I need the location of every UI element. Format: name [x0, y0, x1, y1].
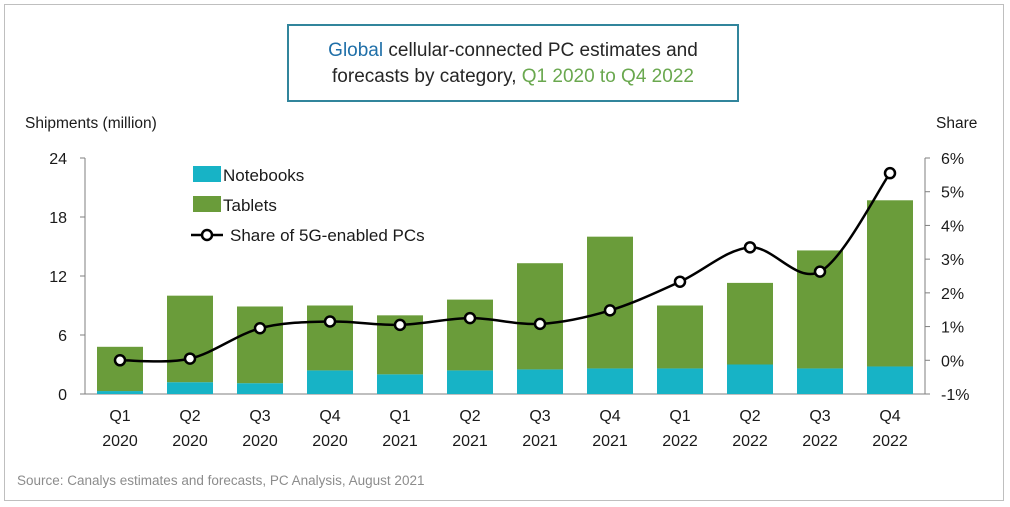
right-tick-label: 5%: [941, 185, 964, 202]
chart-title: Global cellular-connected PC estimates a…: [287, 24, 739, 102]
title-part-period: Q1 2020 to Q4 2022: [521, 66, 694, 87]
x-tick-label-year: 2022: [802, 433, 838, 450]
line-point-share-5g: [533, 317, 547, 331]
line-point-share-5g: [743, 241, 757, 254]
x-tick-label-year: 2021: [592, 433, 628, 450]
left-tick-label: 0: [58, 387, 67, 404]
x-tick-label-quarter: Q2: [739, 408, 760, 425]
x-tick-label-quarter: Q2: [459, 408, 480, 425]
legend-swatch-notebooks: [193, 166, 221, 182]
legend-label-tablets: Tablets: [223, 196, 277, 215]
bar-notebooks: [307, 370, 353, 394]
x-tick-label-year: 2021: [452, 433, 488, 450]
line-point-share-5g: [463, 311, 477, 325]
bar-tablets: [307, 305, 353, 371]
bar-tablets: [517, 263, 563, 370]
right-tick-label: 1%: [941, 320, 964, 337]
line-point-share-5g: [603, 304, 617, 317]
title-part-global: Global: [328, 40, 384, 61]
x-tick-label-year: 2020: [312, 433, 348, 450]
left-axis-title: Shipments (million): [25, 115, 157, 132]
bar-notebooks: [97, 391, 143, 394]
right-tick-label: 3%: [941, 252, 964, 269]
x-tick-label-quarter: Q1: [109, 408, 130, 425]
x-tick-label-year: 2021: [522, 433, 558, 450]
right-axis-title: Share: [936, 115, 978, 132]
bar-notebooks: [797, 368, 843, 394]
bar-notebooks: [657, 368, 703, 394]
bar-notebooks: [727, 364, 773, 394]
bar-tablets: [727, 282, 773, 365]
x-tick-label-year: 2020: [102, 433, 138, 450]
left-tick-label: 18: [49, 210, 67, 227]
title-part-estimates: cellular-connected PC estimates and: [383, 40, 698, 61]
x-tick-label-quarter: Q4: [599, 408, 620, 425]
right-tick-label: -1%: [941, 387, 969, 404]
line-point-share-5g: [883, 166, 897, 180]
bar-tablets: [97, 346, 143, 392]
left-tick-label: 12: [49, 269, 67, 286]
left-tick-label: 6: [58, 328, 67, 345]
bar-tablets: [587, 236, 633, 369]
x-tick-label-quarter: Q3: [809, 408, 830, 425]
bar-notebooks: [377, 374, 423, 394]
right-tick-label: 6%: [941, 151, 964, 168]
title-part-forecasts: forecasts by category,: [332, 66, 522, 87]
bar-notebooks: [237, 383, 283, 394]
legend-label-notebooks: Notebooks: [223, 166, 304, 185]
x-tick-label-quarter: Q1: [669, 408, 690, 425]
x-tick-label-year: 2020: [172, 433, 208, 450]
bar-tablets: [867, 200, 913, 367]
x-tick-label-year: 2020: [242, 433, 278, 450]
line-point-share-5g: [113, 354, 127, 367]
right-tick-label: 2%: [941, 286, 964, 303]
legend-label-share-5g: Share of 5G-enabled PCs: [230, 226, 425, 245]
x-tick-label-quarter: Q3: [529, 408, 550, 425]
bar-notebooks: [447, 370, 493, 394]
right-tick-label: 4%: [941, 218, 964, 235]
x-tick-label-quarter: Q4: [879, 408, 900, 425]
bar-tablets: [657, 305, 703, 369]
x-tick-label-quarter: Q3: [249, 408, 270, 425]
bar-notebooks: [517, 369, 563, 394]
left-tick-label: 24: [49, 151, 67, 168]
line-point-share-5g: [813, 265, 827, 278]
x-tick-label-year: 2022: [662, 433, 698, 450]
legend-swatch-tablets: [193, 196, 221, 212]
x-tick-label-year: 2022: [872, 433, 908, 450]
right-tick-label: 0%: [941, 353, 964, 370]
bar-tablets: [237, 306, 283, 384]
bar-tablets: [167, 295, 213, 383]
bar-notebooks: [587, 368, 633, 394]
line-point-share-5g: [253, 322, 267, 335]
bar-notebooks: [867, 366, 913, 394]
line-point-share-5g: [393, 318, 407, 332]
line-point-share-5g: [323, 315, 337, 328]
bar-notebooks: [167, 382, 213, 394]
bar-tablets: [447, 299, 493, 371]
legend-marker-share-5g: [200, 228, 214, 242]
x-tick-label-quarter: Q2: [179, 408, 200, 425]
source-note: Source: Canalys estimates and forecasts,…: [17, 473, 425, 488]
x-tick-label-quarter: Q4: [319, 408, 340, 425]
line-point-share-5g: [183, 352, 197, 365]
x-tick-label-year: 2022: [732, 433, 768, 450]
line-point-share-5g: [673, 275, 687, 288]
x-tick-label-year: 2021: [382, 433, 418, 450]
x-tick-label-quarter: Q1: [389, 408, 410, 425]
